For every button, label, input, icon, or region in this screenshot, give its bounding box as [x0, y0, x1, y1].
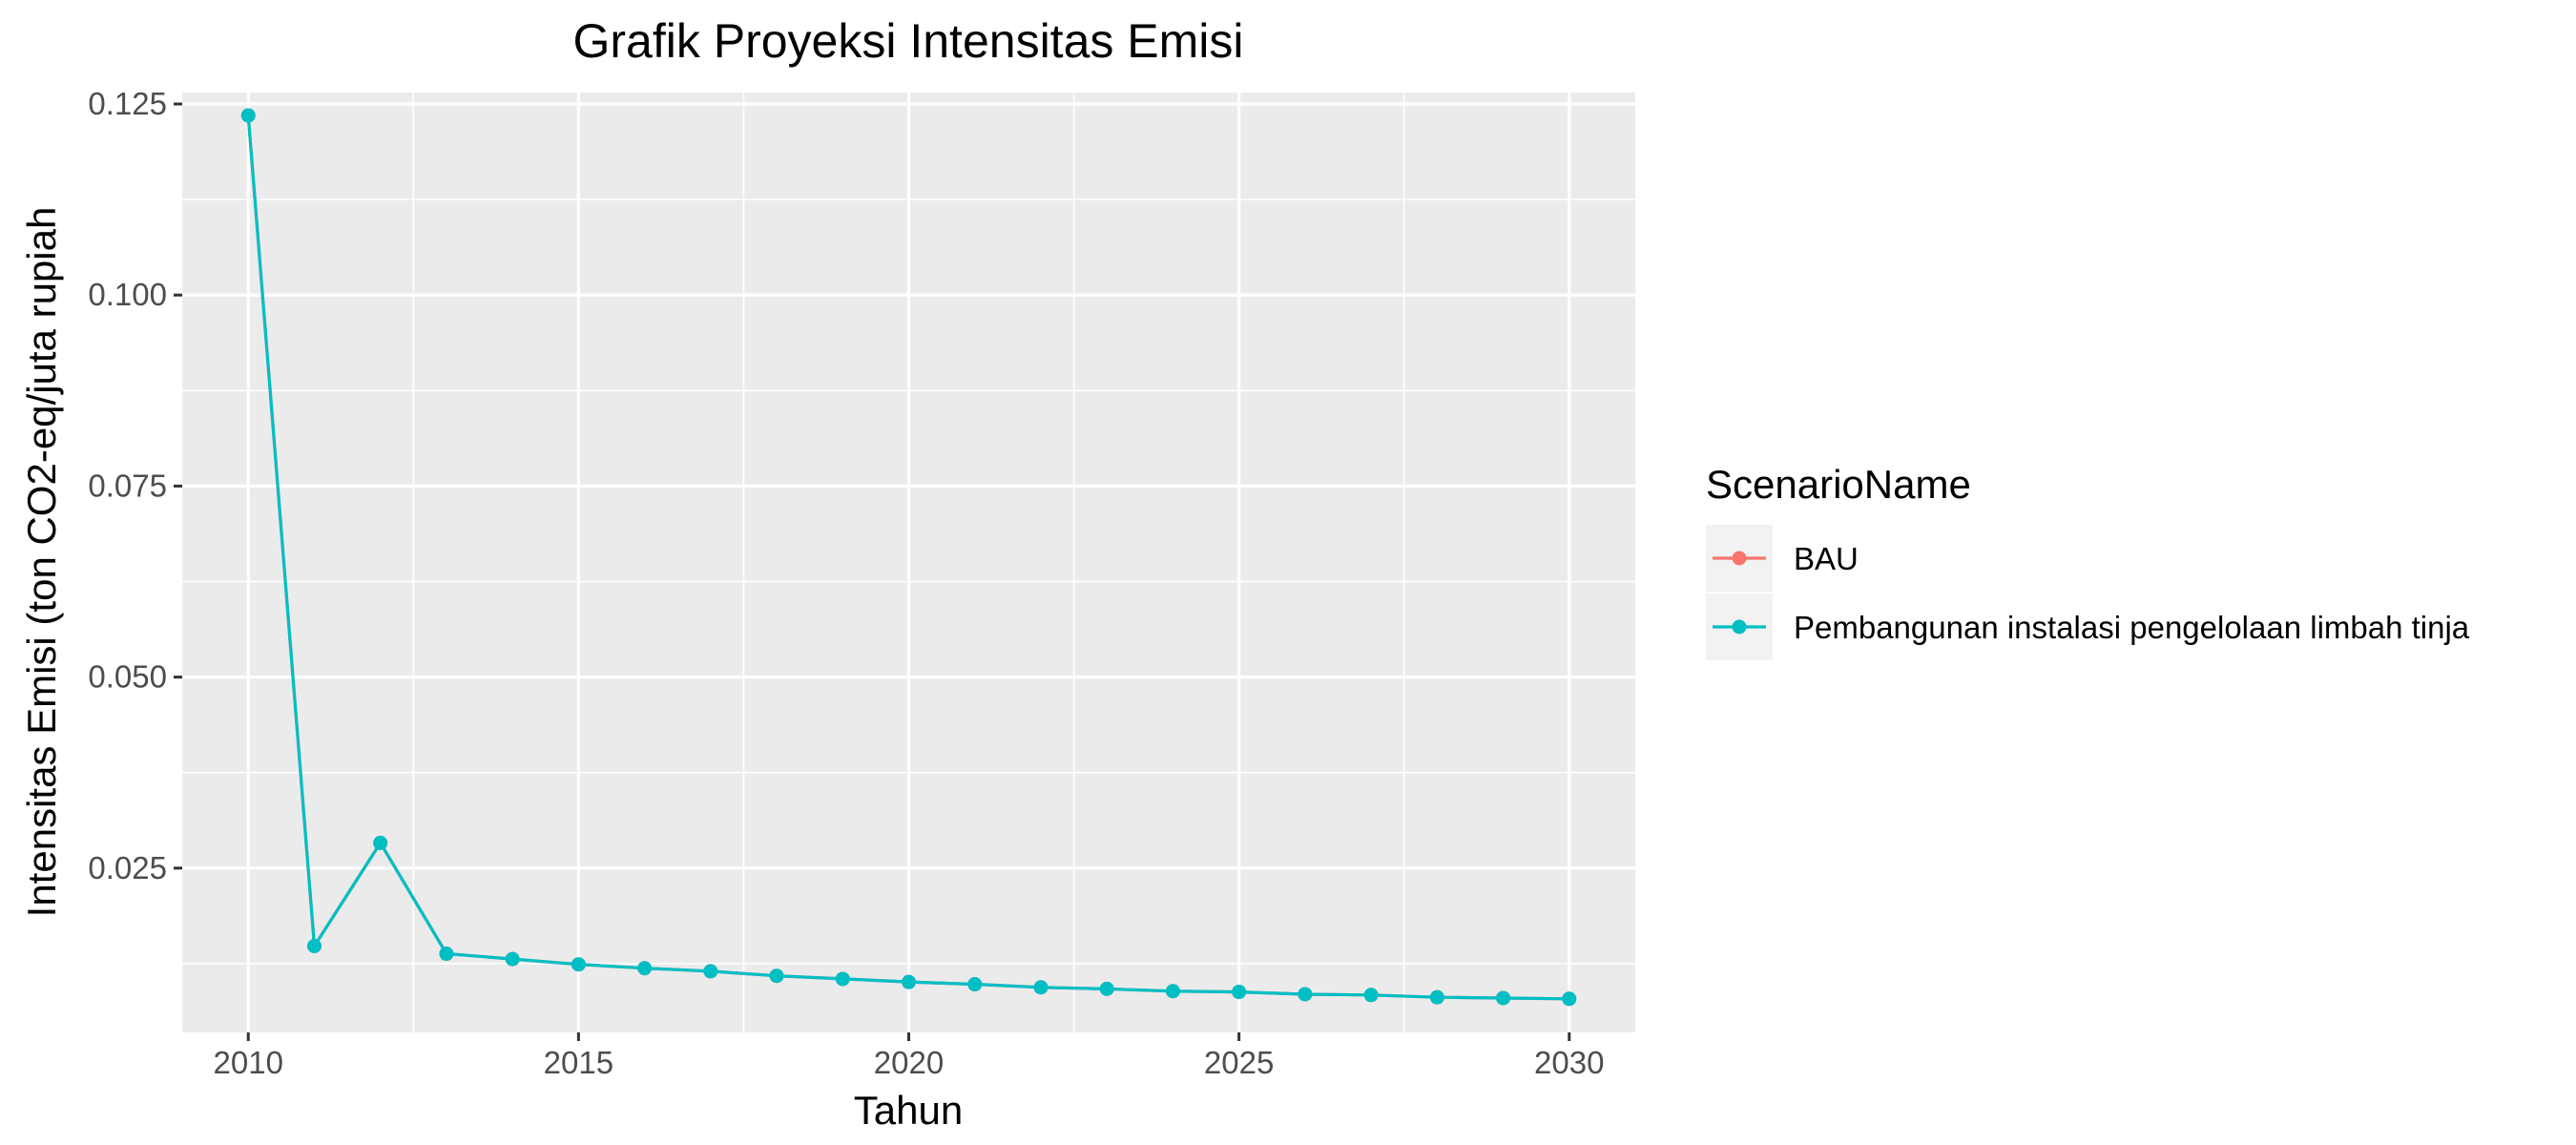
y-tick-label: 0.100 [88, 277, 167, 312]
series-layer [240, 108, 1577, 1007]
data-point [835, 971, 850, 987]
data-point [306, 939, 322, 954]
legend-key-point [1732, 551, 1747, 566]
data-point [439, 947, 454, 962]
data-point [1033, 980, 1049, 995]
data-point [240, 108, 256, 123]
y-tick-label: 0.075 [88, 468, 167, 503]
data-point [967, 977, 983, 992]
legend-title: ScenarioName [1706, 462, 1971, 507]
chart-title: Grafik Proyeksi Intensitas Emisi [573, 14, 1244, 68]
legend-items: BAU Pembangunan instalasi pengelolaan lim… [1706, 525, 2470, 660]
x-tick-label: 2015 [544, 1045, 613, 1080]
data-point [1165, 984, 1180, 999]
y-tick-label: 0.125 [88, 86, 167, 121]
data-point [1232, 985, 1247, 1000]
legend-key-point [1732, 619, 1747, 635]
data-point [1562, 991, 1577, 1007]
legend: ScenarioName BAU Pembangunan instalasi pe… [1706, 462, 2470, 660]
data-point [902, 974, 916, 989]
data-point [1363, 988, 1379, 1003]
data-point [703, 964, 718, 979]
data-point [637, 961, 653, 976]
y-tick-label: 0.050 [88, 659, 167, 695]
legend-label: BAU [1794, 541, 1859, 576]
y-axis-label: Intensitas Emisi (ton CO2-eq/juta rupiah [19, 207, 64, 918]
major-gridlines [182, 93, 1635, 1032]
x-axis-label: Tahun [854, 1088, 963, 1133]
legend-label: Pembangunan instalasi pengelolaan limbah… [1794, 610, 2470, 645]
data-point [1298, 987, 1313, 1002]
data-point [505, 951, 520, 967]
x-tick-label: 2030 [1534, 1045, 1604, 1080]
data-point [1429, 989, 1444, 1005]
data-point [571, 957, 586, 972]
x-tick-label: 2020 [874, 1045, 944, 1080]
x-tick-label: 2010 [214, 1045, 283, 1080]
x-tick-label: 2025 [1204, 1045, 1274, 1080]
data-point [769, 968, 784, 984]
data-point [1099, 981, 1114, 996]
axis-ticks: 2010 2015 2020 2025 2030 0.025 0.050 0.075 0.100… [88, 86, 1604, 1080]
data-point [373, 835, 388, 850]
y-tick-label: 0.025 [88, 850, 167, 885]
data-point [1496, 990, 1511, 1006]
